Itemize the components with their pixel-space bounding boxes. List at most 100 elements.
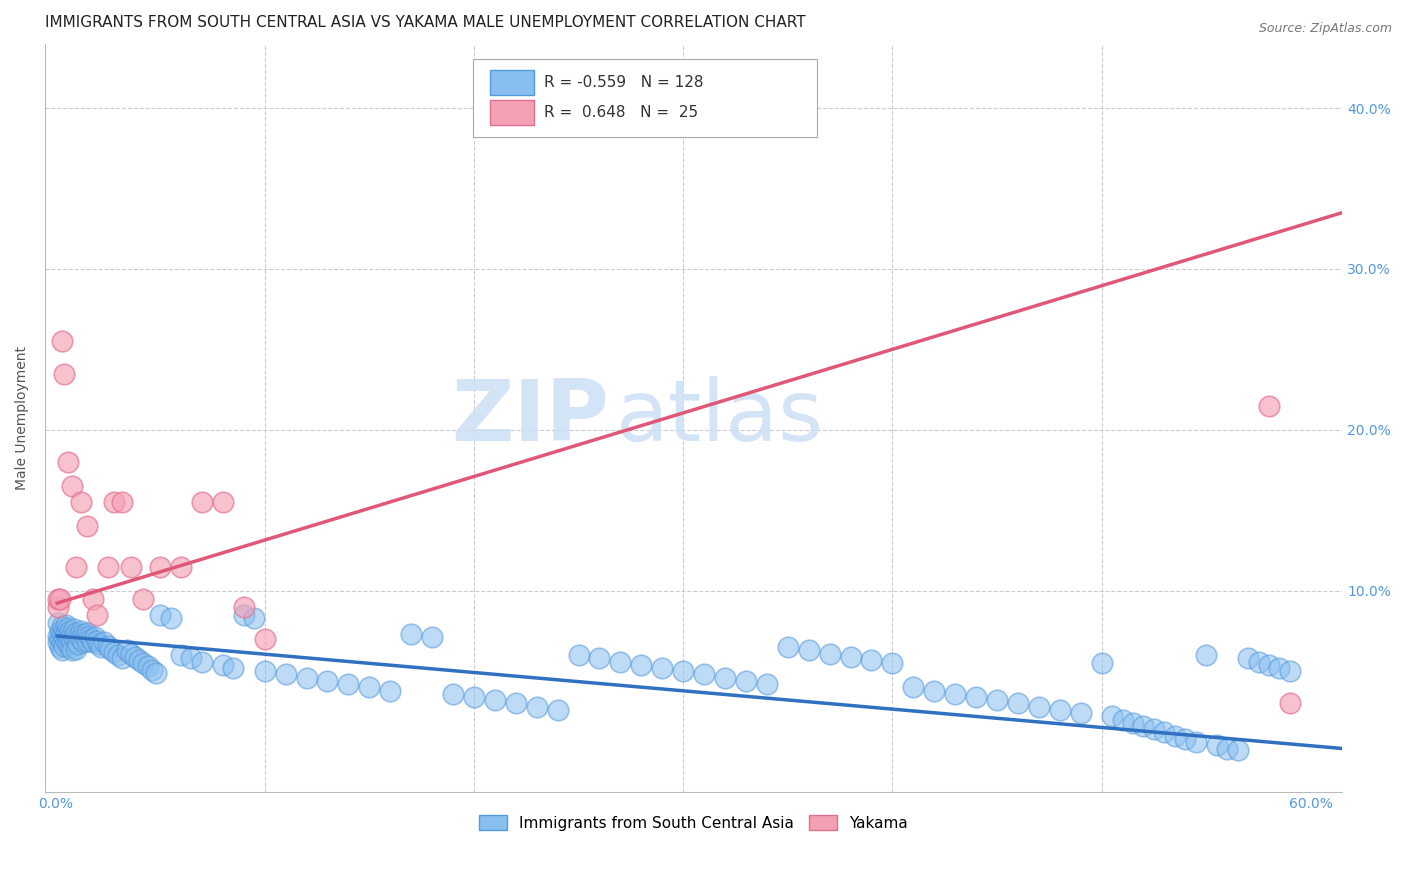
Point xyxy=(63,631,86,645)
Point xyxy=(1278,665,1301,679)
Point xyxy=(98,641,121,656)
Point xyxy=(84,631,107,645)
Point xyxy=(191,495,214,509)
Point xyxy=(222,661,245,675)
Point xyxy=(51,643,73,657)
Point xyxy=(180,651,202,665)
Point xyxy=(65,641,87,656)
Text: Source: ZipAtlas.com: Source: ZipAtlas.com xyxy=(1258,22,1392,36)
Point xyxy=(51,627,73,641)
Point xyxy=(232,607,254,622)
Point xyxy=(253,632,276,646)
Point xyxy=(776,640,799,654)
Point xyxy=(1237,651,1260,665)
Point xyxy=(693,667,716,681)
Point xyxy=(63,623,86,637)
Point xyxy=(128,653,150,667)
Point xyxy=(69,495,91,509)
Point xyxy=(735,673,758,688)
Point xyxy=(103,495,125,509)
Point xyxy=(170,648,193,663)
Point xyxy=(1195,648,1218,663)
Point xyxy=(547,703,569,717)
Point xyxy=(46,599,69,614)
Point xyxy=(97,639,120,653)
Point xyxy=(48,640,70,654)
Point xyxy=(115,643,138,657)
Point xyxy=(1111,713,1133,727)
Point xyxy=(93,635,115,649)
Point xyxy=(463,690,485,704)
Point xyxy=(1216,741,1239,756)
Text: R = -0.559   N = 128: R = -0.559 N = 128 xyxy=(544,75,704,90)
Point xyxy=(60,627,83,641)
Point xyxy=(82,635,104,649)
Point xyxy=(274,667,297,681)
Point xyxy=(46,635,69,649)
Point xyxy=(103,645,125,659)
Point xyxy=(124,649,146,664)
Point xyxy=(56,455,79,469)
Point xyxy=(52,623,75,637)
Point xyxy=(295,671,318,685)
Point xyxy=(149,607,172,622)
Point xyxy=(48,632,70,646)
Point xyxy=(60,643,83,657)
Point xyxy=(505,697,527,711)
Point xyxy=(986,693,1008,707)
Point xyxy=(60,635,83,649)
Point xyxy=(59,640,82,654)
Point xyxy=(46,591,69,606)
Point xyxy=(232,599,254,614)
Point xyxy=(1132,719,1154,733)
Point xyxy=(69,632,91,646)
Point xyxy=(380,683,402,698)
Point xyxy=(69,624,91,638)
Point xyxy=(132,591,155,606)
Point xyxy=(839,649,862,664)
Point xyxy=(82,591,104,606)
Point xyxy=(818,647,841,661)
FancyBboxPatch shape xyxy=(489,70,534,95)
Point xyxy=(65,559,87,574)
Point xyxy=(1184,735,1206,749)
Point xyxy=(1278,697,1301,711)
Point xyxy=(46,629,69,643)
Point xyxy=(943,687,966,701)
Point xyxy=(922,683,945,698)
Point xyxy=(1028,699,1050,714)
Point xyxy=(316,673,339,688)
Point xyxy=(76,519,98,533)
Point xyxy=(132,657,155,671)
Point xyxy=(55,625,77,640)
Point xyxy=(191,655,214,669)
Point xyxy=(399,627,422,641)
Point xyxy=(55,617,77,632)
Point xyxy=(211,495,233,509)
Point xyxy=(1174,731,1197,746)
Point xyxy=(77,629,100,643)
Point xyxy=(609,655,631,669)
Point xyxy=(1143,722,1166,736)
Point xyxy=(441,687,464,701)
Point xyxy=(1049,703,1071,717)
Text: ZIP: ZIP xyxy=(451,376,609,459)
Text: R =  0.648   N =  25: R = 0.648 N = 25 xyxy=(544,105,699,120)
Point xyxy=(903,681,925,695)
Point xyxy=(1258,399,1281,413)
Point xyxy=(136,659,159,673)
Point xyxy=(55,633,77,648)
Point xyxy=(651,661,673,675)
Point xyxy=(111,495,134,509)
Point xyxy=(359,681,381,695)
Text: atlas: atlas xyxy=(616,376,824,459)
Point xyxy=(120,559,142,574)
Point xyxy=(46,615,69,630)
Point xyxy=(80,632,103,646)
Point xyxy=(1164,729,1187,743)
Point xyxy=(149,559,172,574)
Point xyxy=(86,607,108,622)
Point xyxy=(1122,715,1144,730)
Point xyxy=(1153,725,1175,739)
Y-axis label: Male Unemployment: Male Unemployment xyxy=(15,346,30,490)
